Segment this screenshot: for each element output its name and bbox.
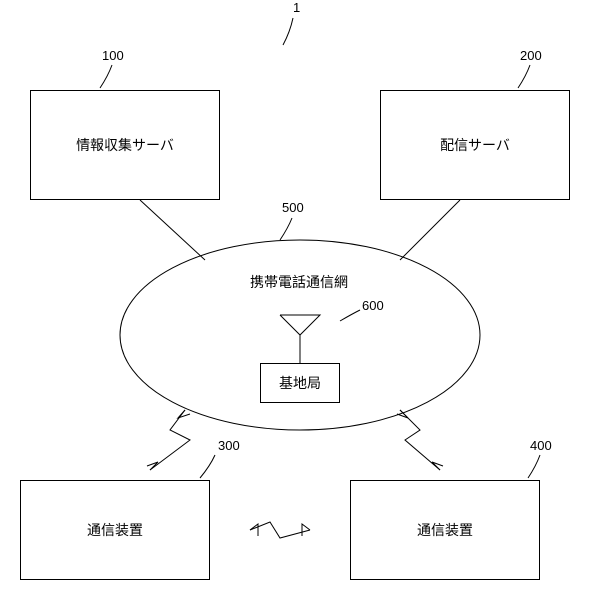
leader-system	[283, 18, 293, 45]
ref-system: 1	[293, 0, 300, 15]
comm-dev-a-label: 通信装置	[87, 520, 143, 540]
leader-500	[280, 218, 292, 240]
dist-server-label: 配信サーバ	[440, 135, 510, 155]
leader-100	[100, 65, 112, 88]
base-station-box: 基地局	[260, 363, 340, 403]
comm-dev-b-box: 通信装置	[350, 480, 540, 580]
leader-400	[528, 455, 540, 478]
leader-200	[518, 65, 530, 88]
ref-300: 300	[218, 438, 240, 453]
leader-300	[200, 455, 215, 478]
bi-arrow-devA-devB	[250, 522, 310, 538]
antenna-icon	[280, 315, 320, 363]
leader-600	[340, 310, 360, 321]
base-station-label: 基地局	[279, 373, 321, 393]
ref-200: 200	[520, 48, 542, 63]
ref-500: 500	[282, 200, 304, 215]
ref-400: 400	[530, 438, 552, 453]
ref-100: 100	[102, 48, 124, 63]
edge-dist-to-net	[400, 200, 460, 260]
comm-dev-a-box: 通信装置	[20, 480, 210, 580]
edge-info-to-net	[140, 200, 205, 260]
network-label: 携帯電話通信網	[250, 272, 348, 292]
comm-dev-b-label: 通信装置	[417, 520, 473, 540]
bi-arrow-net-devA	[147, 410, 190, 470]
diagram-canvas: 1 100 200 500 600 300 400 携帯電話通信網 情報収集サー…	[0, 0, 614, 606]
info-server-box: 情報収集サーバ	[30, 90, 220, 200]
bi-arrow-net-devB	[397, 410, 443, 470]
info-server-label: 情報収集サーバ	[76, 135, 174, 155]
dist-server-box: 配信サーバ	[380, 90, 570, 200]
ref-600: 600	[362, 298, 384, 313]
